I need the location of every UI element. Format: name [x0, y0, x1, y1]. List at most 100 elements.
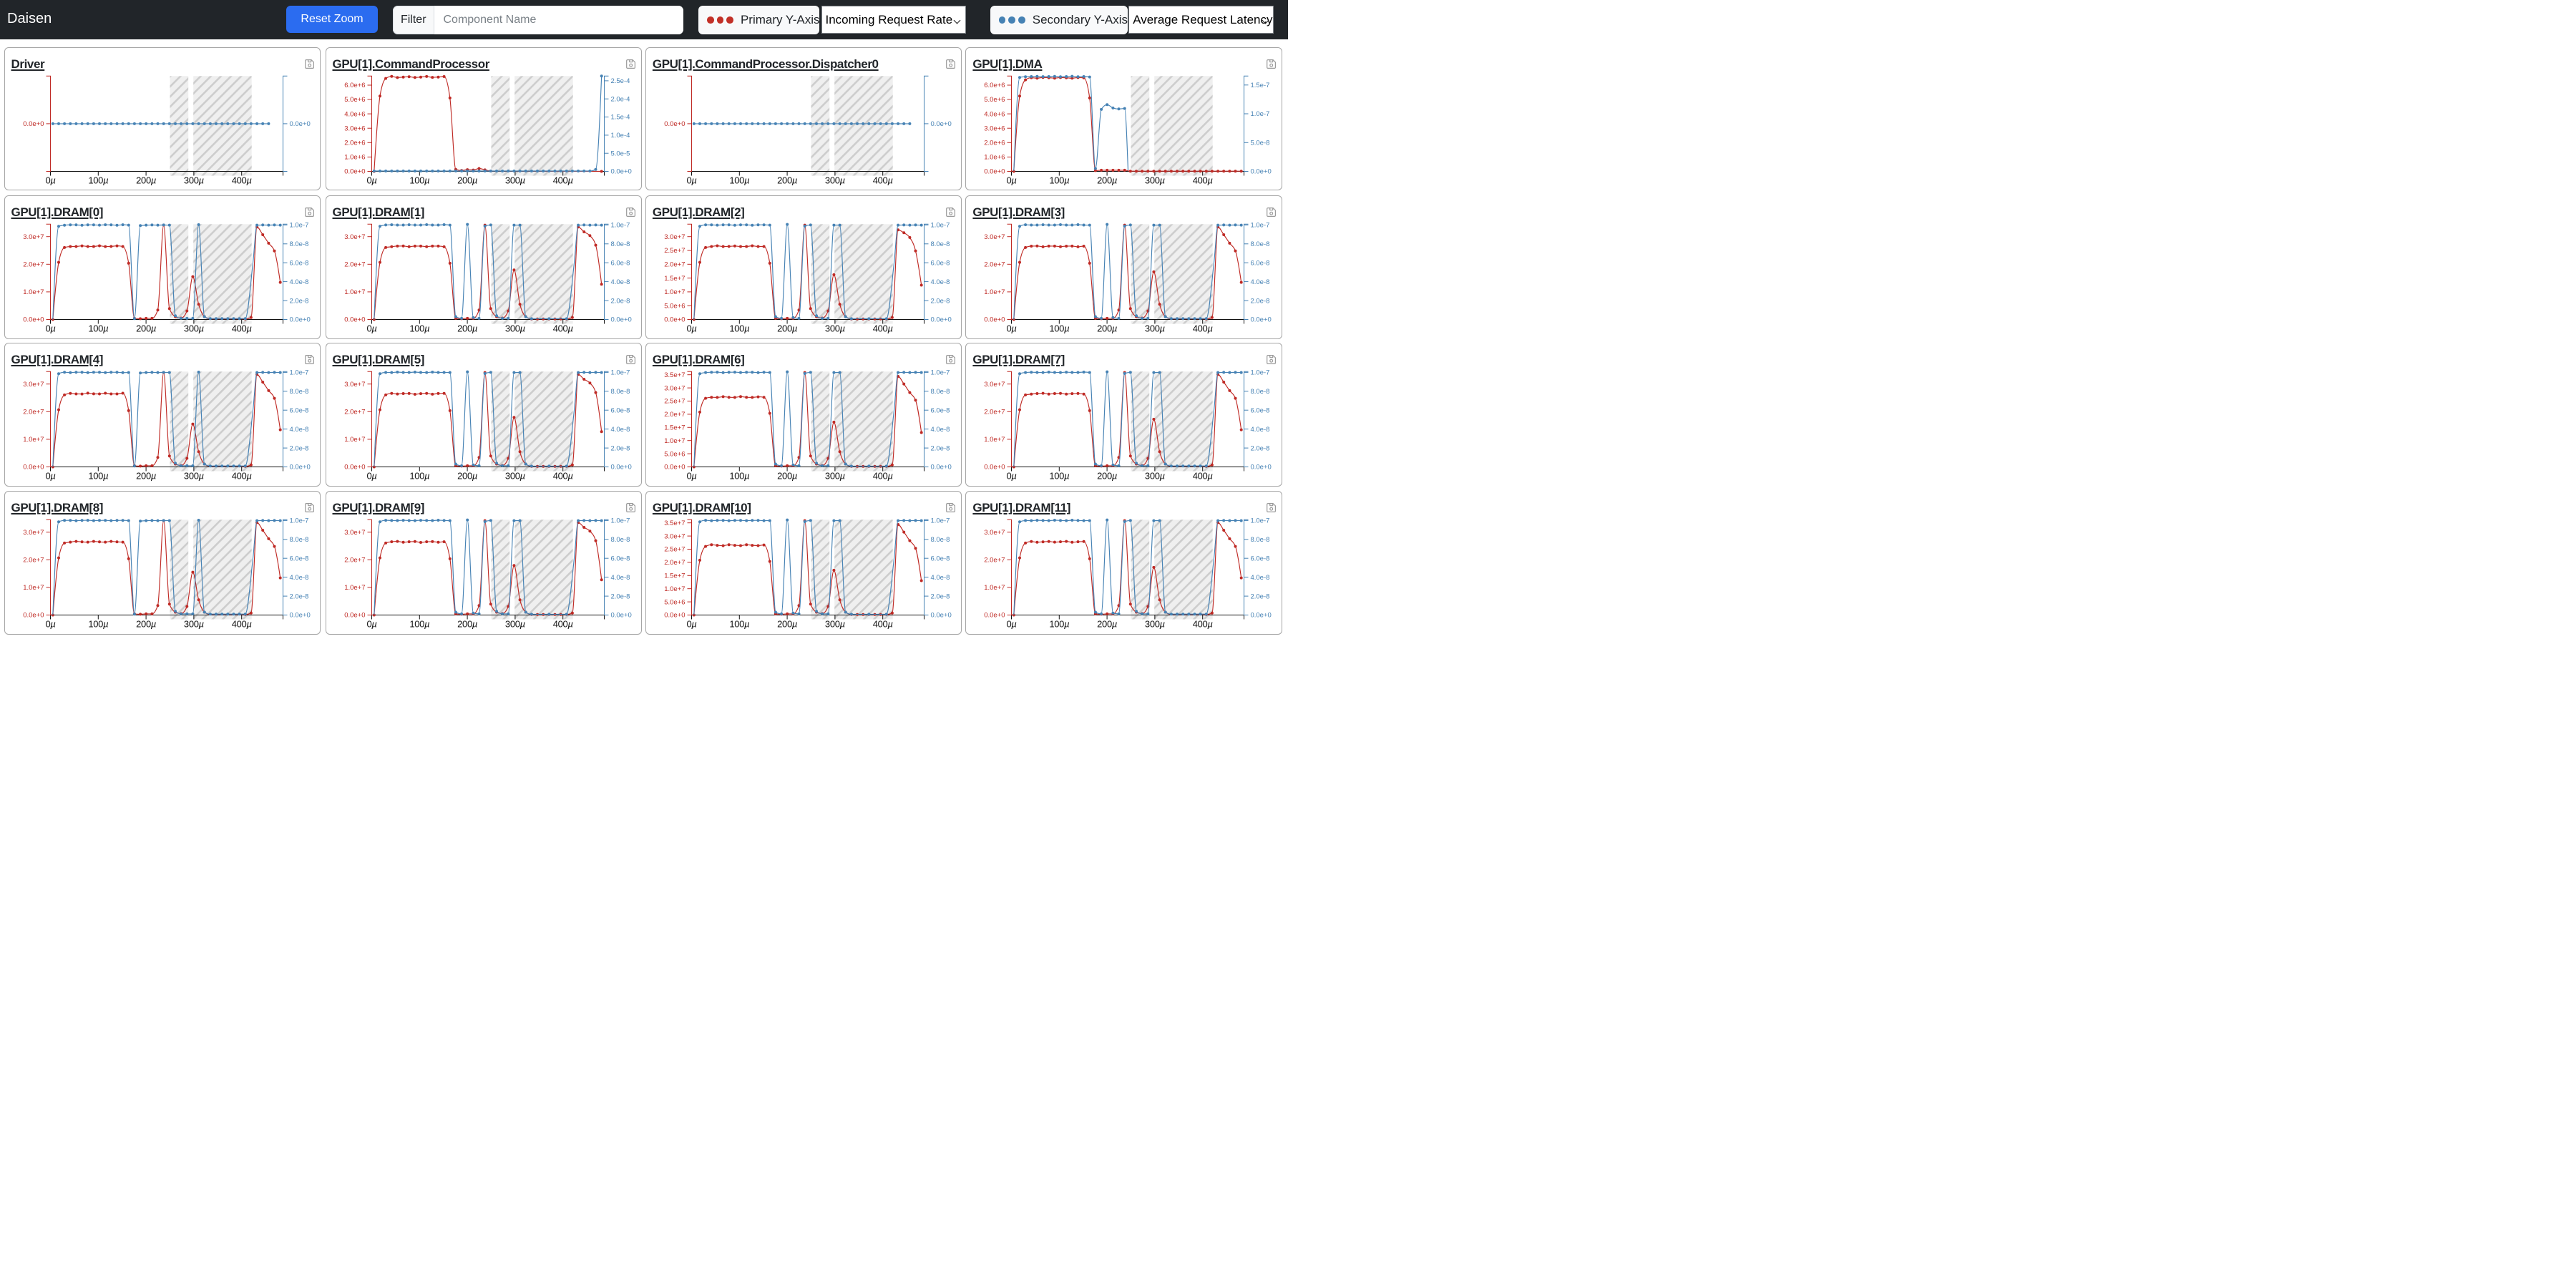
svg-text:1.0e+7: 1.0e+7 [23, 288, 44, 296]
svg-text:8.0e-8: 8.0e-8 [1251, 536, 1270, 544]
svg-text:1.0e-7: 1.0e-7 [930, 369, 950, 377]
svg-text:300µ: 300µ [825, 471, 845, 482]
svg-text:6.0e+6: 6.0e+6 [985, 82, 1005, 89]
svg-text:8.0e-8: 8.0e-8 [1251, 240, 1270, 248]
svg-text:1.5e+7: 1.5e+7 [664, 275, 685, 283]
svg-text:100µ: 100µ [1050, 323, 1070, 334]
svg-text:100µ: 100µ [729, 471, 749, 482]
svg-text:200µ: 200µ [457, 323, 477, 334]
svg-text:1.0e-7: 1.0e-7 [289, 369, 308, 377]
svg-text:200µ: 200µ [777, 619, 797, 630]
svg-text:1.0e+7: 1.0e+7 [664, 288, 685, 296]
svg-text:5.0e+6: 5.0e+6 [664, 451, 685, 459]
svg-text:6.0e-8: 6.0e-8 [610, 407, 630, 415]
svg-text:0.0e+0: 0.0e+0 [930, 316, 951, 324]
svg-text:300µ: 300µ [825, 619, 845, 630]
svg-text:8.0e-8: 8.0e-8 [610, 240, 630, 248]
svg-text:8.0e-8: 8.0e-8 [289, 536, 308, 544]
svg-text:300µ: 300µ [825, 323, 845, 334]
svg-text:0.0e+0: 0.0e+0 [610, 316, 631, 324]
svg-text:5.0e+6: 5.0e+6 [664, 599, 685, 607]
svg-text:3.0e+7: 3.0e+7 [664, 533, 685, 541]
svg-text:5.0e-8: 5.0e-8 [1251, 139, 1270, 147]
svg-text:0µ: 0µ [366, 619, 376, 630]
svg-text:4.0e-8: 4.0e-8 [289, 278, 308, 286]
svg-text:2.5e+7: 2.5e+7 [664, 247, 685, 255]
svg-text:400µ: 400µ [873, 619, 893, 630]
svg-text:200µ: 200µ [777, 175, 797, 185]
svg-text:0.0e+0: 0.0e+0 [985, 464, 1005, 472]
svg-text:6.0e-8: 6.0e-8 [930, 555, 950, 563]
svg-text:1.0e+7: 1.0e+7 [344, 436, 365, 444]
svg-text:400µ: 400µ [231, 175, 251, 185]
svg-text:0.0e+0: 0.0e+0 [344, 167, 365, 175]
svg-text:300µ: 300µ [825, 175, 845, 185]
svg-text:2.0e-8: 2.0e-8 [610, 445, 630, 453]
svg-text:4.0e-8: 4.0e-8 [930, 574, 950, 582]
svg-text:4.0e-8: 4.0e-8 [1251, 426, 1270, 434]
svg-text:200µ: 200µ [136, 323, 156, 334]
svg-text:2.0e-8: 2.0e-8 [930, 298, 950, 306]
svg-text:0µ: 0µ [1007, 619, 1017, 630]
svg-text:0.0e+0: 0.0e+0 [1251, 167, 1272, 175]
svg-text:1.0e-4: 1.0e-4 [610, 132, 630, 140]
svg-text:300µ: 300µ [1145, 175, 1165, 185]
svg-text:2.0e-8: 2.0e-8 [930, 593, 950, 601]
svg-text:100µ: 100µ [88, 175, 108, 185]
svg-text:4.0e-8: 4.0e-8 [289, 574, 308, 582]
svg-text:400µ: 400µ [1193, 471, 1213, 482]
svg-text:5.0e+6: 5.0e+6 [664, 303, 685, 311]
svg-text:400µ: 400µ [552, 323, 572, 334]
svg-text:400µ: 400µ [231, 323, 251, 334]
svg-text:400µ: 400µ [873, 471, 893, 482]
svg-text:6.0e-8: 6.0e-8 [610, 555, 630, 563]
svg-text:8.0e-8: 8.0e-8 [610, 536, 630, 544]
svg-text:5.0e+6: 5.0e+6 [985, 96, 1005, 104]
svg-text:400µ: 400µ [1193, 619, 1213, 630]
svg-text:100µ: 100µ [1050, 175, 1070, 185]
svg-text:0.0e+0: 0.0e+0 [664, 120, 685, 128]
svg-text:2.0e+7: 2.0e+7 [344, 261, 365, 269]
svg-text:0.0e+0: 0.0e+0 [930, 464, 951, 472]
svg-text:1.5e+7: 1.5e+7 [664, 424, 685, 432]
svg-text:1.0e+7: 1.0e+7 [985, 288, 1005, 296]
svg-text:1.0e-7: 1.0e-7 [930, 517, 950, 525]
svg-text:4.0e-8: 4.0e-8 [610, 426, 630, 434]
svg-text:3.0e+7: 3.0e+7 [664, 233, 685, 241]
svg-text:400µ: 400µ [552, 175, 572, 185]
svg-text:2.0e-8: 2.0e-8 [1251, 298, 1270, 306]
svg-text:300µ: 300µ [1145, 323, 1165, 334]
svg-text:100µ: 100µ [88, 619, 108, 630]
svg-text:1.5e-7: 1.5e-7 [1251, 82, 1270, 89]
svg-text:2.0e+6: 2.0e+6 [985, 139, 1005, 147]
svg-text:6.0e+6: 6.0e+6 [344, 82, 365, 89]
svg-text:6.0e-8: 6.0e-8 [1251, 407, 1270, 415]
svg-text:1.5e-4: 1.5e-4 [610, 113, 630, 121]
svg-text:2.0e+7: 2.0e+7 [985, 409, 1005, 416]
svg-text:3.0e+7: 3.0e+7 [985, 381, 1005, 389]
svg-text:3.0e+7: 3.0e+7 [664, 385, 685, 393]
svg-text:6.0e-8: 6.0e-8 [289, 407, 308, 415]
svg-text:2.0e-8: 2.0e-8 [610, 593, 630, 601]
svg-text:0.0e+0: 0.0e+0 [610, 167, 631, 175]
svg-text:400µ: 400µ [873, 323, 893, 334]
svg-text:200µ: 200µ [1098, 323, 1118, 334]
svg-text:5.0e-5: 5.0e-5 [610, 150, 630, 157]
svg-text:6.0e-8: 6.0e-8 [930, 260, 950, 268]
svg-text:4.0e-8: 4.0e-8 [930, 426, 950, 434]
svg-text:0µ: 0µ [366, 323, 376, 334]
svg-text:0.0e+0: 0.0e+0 [289, 316, 310, 324]
svg-text:400µ: 400µ [552, 619, 572, 630]
svg-text:0.0e+0: 0.0e+0 [289, 120, 310, 128]
svg-text:200µ: 200µ [457, 175, 477, 185]
svg-text:0.0e+0: 0.0e+0 [930, 120, 951, 128]
svg-text:6.0e-8: 6.0e-8 [930, 407, 950, 415]
svg-text:0µ: 0µ [45, 175, 55, 185]
svg-text:300µ: 300µ [1145, 471, 1165, 482]
svg-text:1.0e+7: 1.0e+7 [985, 436, 1005, 444]
svg-text:0.0e+0: 0.0e+0 [664, 464, 685, 472]
svg-text:0µ: 0µ [686, 175, 696, 185]
svg-text:2.0e+7: 2.0e+7 [344, 409, 365, 416]
svg-text:0.0e+0: 0.0e+0 [1251, 316, 1272, 324]
svg-text:2.0e+7: 2.0e+7 [985, 261, 1005, 269]
